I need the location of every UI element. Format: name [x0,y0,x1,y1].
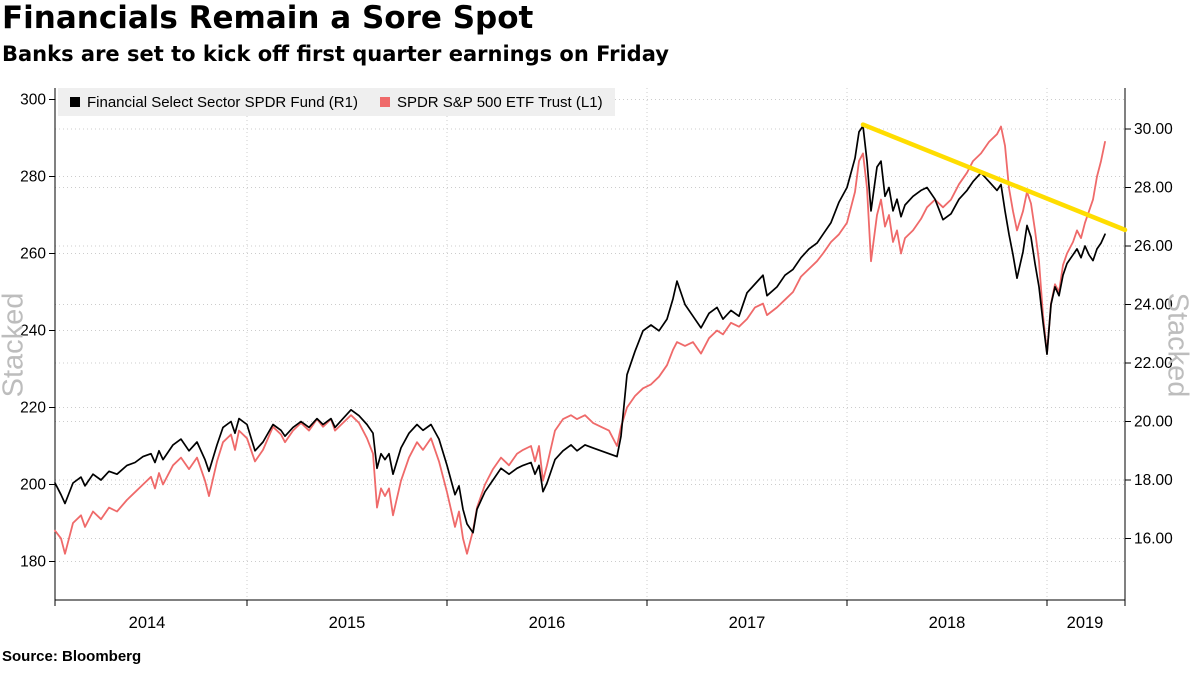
axis-labels: 180 200 220 240 260 280 300 16.00 18.00 20.00 22.0… [20,92,1173,632]
right-axis-tick-label: 30.00 [1134,121,1173,138]
legend-swatch-red-icon [379,97,390,107]
left-axis-tick-label: 260 [20,246,46,263]
left-axis-tick-label: 180 [20,554,46,571]
right-axis-tick-label: 20.00 [1134,414,1173,431]
page-subtitle: Banks are set to kick off first quarter … [2,42,669,66]
right-axis-tick-label: 18.00 [1134,472,1173,489]
left-axis-tick-label: 280 [20,169,46,186]
left-axis-tick-label: 220 [20,400,46,417]
series [54,122,1128,555]
x-axis-year-label: 2015 [329,614,366,632]
x-axis-year-label: 2018 [929,614,966,632]
left-axis-stacked-label: Stacked [0,292,30,398]
legend-label-financial-spdr: Financial Select Sector SPDR Fund (R1) [87,93,358,111]
source-attribution: Source: Bloomberg [2,648,142,665]
left-axis-tick-label: 200 [20,477,46,494]
right-axis-stacked-label: Stacked [1161,292,1194,398]
x-axis-year-label: 2014 [129,614,166,632]
x-axis-year-label: 2016 [529,614,566,632]
downtrend-line [860,122,1128,233]
page-title: Financials Remain a Sore Spot [2,0,534,36]
left-axis-tick-label: 300 [20,92,46,109]
legend-item-financial-spdr: Financial Select Sector SPDR Fund (R1) [70,94,358,111]
spdr-sp500-etf-line [54,125,1106,555]
x-axis-year-label: 2019 [1067,614,1104,632]
right-axis-tick-label: 16.00 [1134,531,1173,548]
right-axis-tick-label: 24.00 [1134,297,1173,314]
legend-label-sp500-etf: SPDR S&P 500 ETF Trust (L1) [396,93,603,111]
right-axis-tick-label: 28.00 [1134,179,1173,196]
legend-swatch-black-icon [70,97,80,107]
x-axis-year-label: 2017 [729,614,766,632]
axes [49,88,1131,606]
left-axis-tick-label: 240 [20,323,46,340]
legend-item-sp500-etf: SPDR S&P 500 ETF Trust (L1) [379,93,603,111]
right-axis-tick-label: 22.00 [1134,355,1173,372]
right-axis-tick-label: 26.00 [1134,238,1173,255]
legend: Financial Select Sector SPDR Fund (R1) S… [58,88,615,116]
financial-select-sector-spdr-line [54,125,1106,534]
